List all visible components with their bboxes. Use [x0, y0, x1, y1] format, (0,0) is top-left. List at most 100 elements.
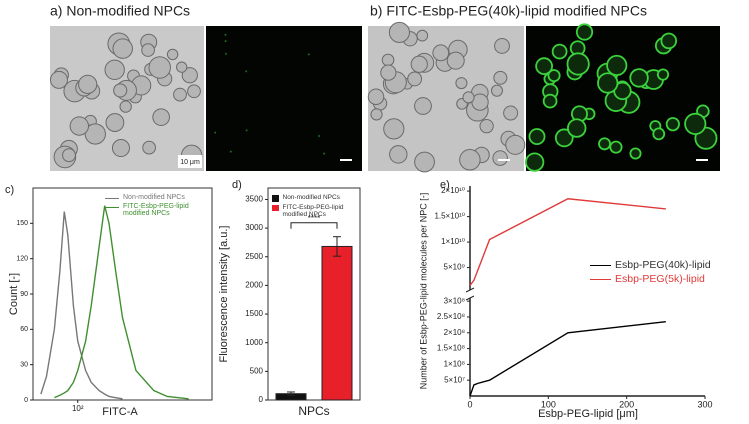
cell [166, 48, 179, 61]
x-axis-label: Esbp-PEG-lipid [μm] [538, 408, 638, 420]
plot-frame [32, 187, 213, 401]
cell [660, 32, 678, 50]
cell [528, 128, 546, 146]
y-tick-label: 3000 [245, 223, 263, 232]
cell [542, 93, 558, 109]
cell [318, 135, 321, 138]
series-line [54, 205, 189, 400]
legend-label: Esbp-PEG(40k)-lipid [615, 259, 711, 271]
x-tick-label: 300 [697, 399, 712, 409]
cell [152, 108, 170, 126]
cell [323, 152, 326, 155]
cell [547, 69, 561, 83]
cell [566, 52, 590, 76]
legend-label: FITC-Esbp-PEG-lipid modified NPCs [282, 203, 344, 218]
cell [224, 52, 227, 55]
cell [684, 112, 707, 135]
micrographs [49, 21, 720, 173]
cell [455, 77, 468, 90]
panel-title: b) FITC-Esbp-PEG(40k)-lipid modified NPC… [370, 3, 647, 19]
plot-frame [267, 187, 361, 401]
y-tick-label: 150 [16, 220, 28, 227]
legend: Non-modified NPCs FITC-Esbp-PEG-lipid mod… [105, 194, 210, 219]
series-line [40, 211, 123, 400]
cell [176, 61, 188, 73]
cell [597, 72, 619, 94]
y-tick-label: 1000 [245, 338, 263, 347]
y-tick-label: 30 [20, 362, 28, 369]
cell [629, 68, 649, 88]
legend-item: FITC-Esbp-PEG-lipid modified NPCs [105, 203, 210, 217]
cell [432, 44, 450, 62]
y-tick-label: 3×10⁸ [444, 296, 465, 305]
cell [224, 33, 227, 36]
cell [494, 38, 510, 54]
y-axis-label: Number of Esbp-PEG-lipid molecules per N… [418, 193, 428, 390]
y-tick-label: 1×10¹⁰ [441, 237, 465, 246]
cell [410, 55, 428, 73]
cell [112, 38, 133, 59]
cell [173, 87, 187, 102]
cell [505, 134, 526, 155]
legend-item: FITC-Esbp-PEG-lipid modified NPCs [272, 204, 358, 218]
y-tick-label: 90 [20, 291, 28, 298]
cell [490, 84, 503, 97]
scale-box [178, 155, 202, 168]
panel-label: e) [440, 179, 450, 191]
axis-break [465, 295, 475, 301]
legend: Non-modified NPCs FITC-Esbp-PEG-lipid mod… [272, 194, 358, 220]
x-axis-label: FITC-A [102, 406, 138, 418]
panel-label: d) [232, 179, 242, 191]
cell [245, 129, 248, 132]
cell [652, 127, 666, 141]
cell [414, 151, 435, 173]
y-tick-label: 2×10¹⁰ [441, 186, 465, 195]
error-bar [287, 391, 295, 396]
cell [388, 21, 410, 43]
cell [307, 53, 310, 56]
cell [187, 84, 201, 99]
legend-label: Non-modified NPCs [282, 194, 340, 201]
legend-swatch [590, 279, 611, 281]
y-tick-label: 1.5×10¹⁰ [434, 212, 465, 221]
panel-label: c) [5, 184, 14, 196]
y-tick-label: 2.5×10⁸ [437, 312, 465, 321]
legend-item: Non-modified NPCs [105, 194, 210, 201]
cell [389, 145, 408, 164]
y-tick-label: 120 [16, 256, 28, 263]
scale-label: 10 μm [180, 159, 200, 166]
cell [119, 100, 132, 113]
cell [367, 88, 385, 106]
cell [567, 118, 587, 138]
legend-label: Non-modified NPCs [123, 194, 185, 201]
y-axis-label: Fluorescence intensity [a.u.] [218, 226, 230, 363]
cell [414, 97, 432, 115]
legend-swatch [272, 195, 279, 202]
legend-label: Esbp-PEG(5k)-lipid [615, 273, 705, 285]
cell [606, 54, 628, 77]
cell [503, 105, 519, 121]
cell [665, 117, 680, 132]
y-axis-label: Count [-] [8, 273, 20, 315]
cell [551, 43, 568, 60]
legend-item: Esbp-PEG(5k)-lipid [590, 273, 715, 285]
cell [407, 71, 423, 87]
cell [462, 91, 475, 104]
y-tick-label: 3500 [245, 195, 263, 204]
cell [459, 149, 481, 171]
y-tick-label: 5×10⁹ [444, 263, 465, 272]
bar [321, 245, 353, 401]
cell [598, 137, 612, 151]
y-tick-label: 1×10⁸ [444, 359, 465, 368]
y-tick-label: 2500 [245, 252, 263, 261]
legend-swatch [105, 207, 119, 209]
legend-swatch [590, 265, 611, 267]
cell [49, 70, 68, 89]
x-tick-label: 200 [619, 399, 634, 409]
cell [446, 51, 465, 70]
cell [245, 70, 248, 73]
y-tick-label: 5×10⁷ [444, 375, 465, 384]
cell [492, 150, 508, 166]
series-line [469, 198, 666, 286]
